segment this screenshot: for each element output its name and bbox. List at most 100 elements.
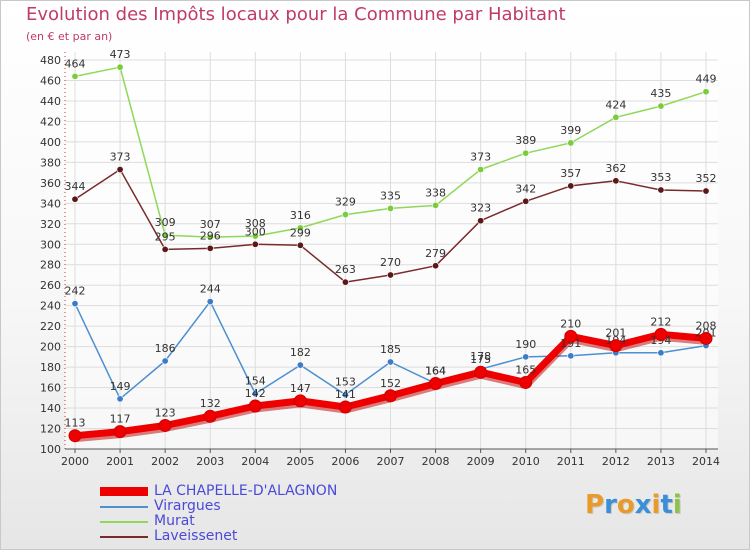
data-point	[567, 182, 575, 190]
data-label: 178	[470, 350, 491, 363]
data-point	[293, 394, 307, 408]
data-label: 316	[290, 209, 311, 222]
logo-letter: i	[651, 490, 661, 520]
data-label: 279	[425, 247, 446, 260]
x-tick-label: 2013	[647, 455, 675, 468]
data-point	[206, 298, 214, 306]
y-tick-label: 480	[40, 54, 61, 67]
data-point	[161, 357, 169, 365]
data-point	[71, 195, 79, 203]
proxiti-logo: Proxiti	[585, 490, 682, 520]
data-point	[251, 240, 259, 248]
data-point	[341, 211, 349, 219]
x-tick-label: 2008	[422, 455, 450, 468]
data-label: 164	[425, 364, 446, 377]
data-label: 344	[65, 180, 86, 193]
legend-item-virargues: Virargues	[98, 499, 398, 514]
data-label: 123	[155, 406, 176, 419]
data-label: 473	[110, 48, 131, 61]
data-label: 141	[335, 388, 356, 401]
data-label: 399	[560, 124, 581, 137]
chart-title: Evolution des Impôts locaux pour la Comm…	[26, 4, 566, 25]
logo-letter: t	[660, 490, 673, 520]
data-label: 154	[245, 375, 266, 388]
data-point	[71, 300, 79, 308]
data-label: 142	[245, 387, 266, 400]
legend-swatch-virargues	[100, 506, 148, 508]
plot-area	[65, 52, 718, 449]
data-label: 435	[650, 87, 671, 100]
logo-letter: r	[604, 490, 617, 520]
y-tick-label: 440	[40, 95, 61, 108]
data-label: 352	[696, 172, 717, 185]
data-label: 342	[515, 182, 536, 195]
legend-label-virargues: Virargues	[154, 498, 221, 514]
data-point	[657, 186, 665, 194]
data-point	[699, 331, 713, 345]
legend-swatch-chapelle	[100, 487, 148, 496]
data-point	[522, 149, 530, 157]
data-label: 353	[650, 171, 671, 184]
y-tick-label: 120	[40, 423, 61, 436]
data-label: 132	[200, 397, 221, 410]
legend-label-chapelle: LA CHAPELLE-D'ALAGNON	[154, 483, 338, 499]
data-label: 296	[200, 229, 221, 242]
chart-legend: LA CHAPELLE-D'ALAGNON Virargues Murat La…	[98, 484, 398, 544]
data-label: 335	[380, 189, 401, 202]
data-point	[477, 166, 485, 174]
data-point	[341, 278, 349, 286]
data-label: 263	[335, 263, 356, 276]
data-point	[432, 201, 440, 209]
data-label: 357	[560, 167, 581, 180]
logo-letter: P	[585, 490, 605, 520]
data-label: 308	[245, 217, 266, 230]
y-tick-label: 380	[40, 156, 61, 169]
y-tick-label: 200	[40, 341, 61, 354]
data-point	[113, 425, 127, 439]
data-point	[519, 375, 533, 389]
data-label: 152	[380, 377, 401, 390]
data-label: 300	[245, 225, 266, 238]
data-point	[203, 409, 217, 423]
data-label: 113	[65, 417, 86, 430]
data-label: 185	[380, 343, 401, 356]
data-point	[248, 399, 262, 413]
data-point	[68, 429, 82, 443]
data-point	[429, 376, 443, 390]
data-label: 164	[425, 364, 446, 377]
data-point	[567, 139, 575, 147]
data-point	[612, 113, 620, 121]
legend-swatch-laveissenet	[100, 536, 148, 538]
data-point	[338, 400, 352, 414]
x-tick-label: 2000	[61, 455, 89, 468]
x-tick-label: 2009	[467, 455, 495, 468]
x-tick-label: 2002	[151, 455, 179, 468]
data-label: 449	[696, 73, 717, 86]
x-tick-label: 2010	[512, 455, 540, 468]
x-tick-label: 2011	[557, 455, 585, 468]
data-point	[384, 389, 397, 403]
data-point	[116, 395, 124, 403]
data-label: 389	[515, 134, 536, 147]
data-point	[522, 197, 530, 205]
y-tick-label: 300	[40, 238, 61, 251]
legend-item-chapelle: LA CHAPELLE-D'ALAGNON	[98, 484, 398, 499]
y-tick-label: 460	[40, 74, 61, 87]
y-tick-label: 160	[40, 382, 61, 395]
data-label: 295	[155, 230, 176, 243]
data-point	[161, 231, 169, 239]
data-label: 338	[425, 186, 446, 199]
x-tick-label: 2012	[602, 455, 630, 468]
logo-letter: i	[672, 490, 682, 520]
data-point	[612, 177, 620, 185]
data-label: 210	[560, 317, 581, 330]
y-tick-label: 320	[40, 218, 61, 231]
data-point	[71, 72, 79, 80]
data-point	[116, 166, 124, 174]
y-tick-label: 240	[40, 300, 61, 313]
data-label: 299	[290, 226, 311, 239]
data-point	[654, 327, 668, 341]
data-point	[386, 358, 394, 366]
data-point	[657, 349, 665, 357]
data-point	[386, 271, 394, 279]
